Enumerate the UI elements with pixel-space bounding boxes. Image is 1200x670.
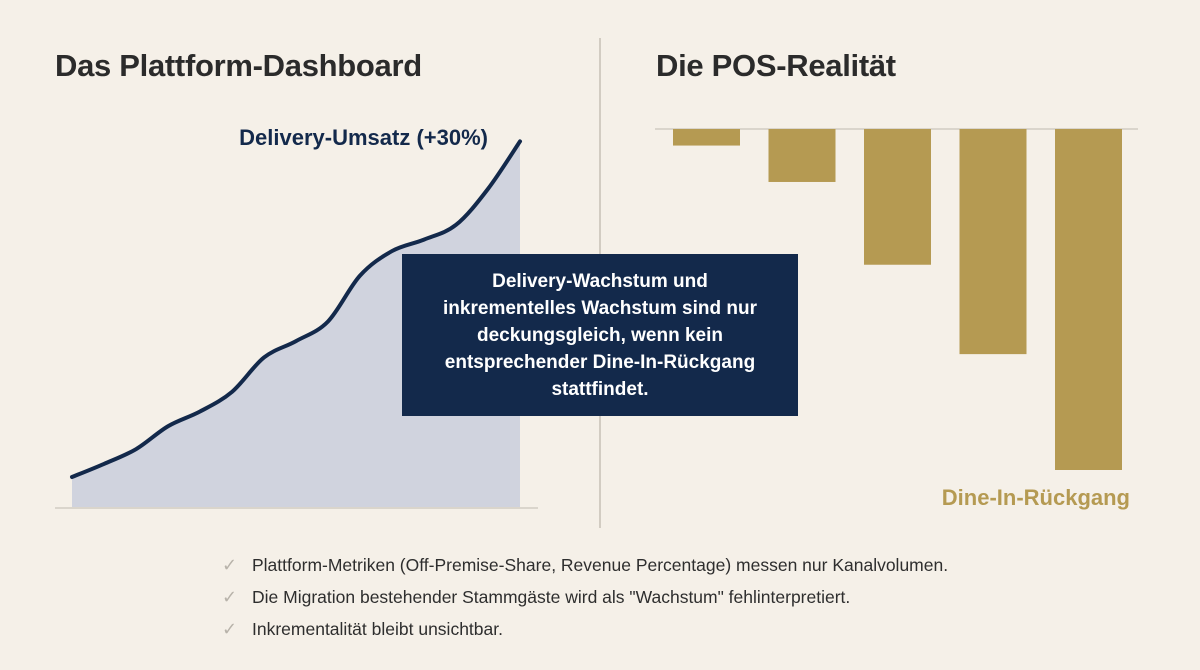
check-icon: ✓ <box>222 619 238 639</box>
right-panel-title: Die POS-Realität <box>656 48 896 83</box>
takeaway-list: ✓ Plattform-Metriken (Off-Premise-Share,… <box>222 551 948 647</box>
area-annotation-label: Delivery-Umsatz (+30%) <box>239 125 488 150</box>
list-item: ✓ Plattform-Metriken (Off-Premise-Share,… <box>222 551 948 580</box>
bullet-text: Plattform-Metriken (Off-Premise-Share, R… <box>252 555 949 575</box>
bar-5 <box>1055 129 1122 470</box>
delivery-series-line <box>70 139 522 479</box>
dine-in-bar-chart: Dine-In-Rückgang <box>655 128 1138 510</box>
key-insight-callout: Delivery-Wachstum und inkrementelles Wac… <box>402 254 798 416</box>
check-icon: ✓ <box>222 587 238 607</box>
list-item: ✓ Inkrementalität bleibt unsichtbar. <box>222 615 948 644</box>
bullet-text: Die Migration bestehender Stammgäste wir… <box>252 587 851 607</box>
bar-2 <box>768 129 836 182</box>
bullet-text: Inkrementalität bleibt unsichtbar. <box>252 619 503 639</box>
bar-4 <box>959 129 1027 355</box>
list-item: ✓ Die Migration bestehender Stammgäste w… <box>222 583 948 612</box>
callout-text: Delivery-Wachstum und inkrementelles Wac… <box>443 270 757 400</box>
bar-1 <box>673 129 740 146</box>
bar-annotation-label: Dine-In-Rückgang <box>942 485 1130 510</box>
check-icon: ✓ <box>222 555 238 575</box>
bar-3 <box>864 129 931 265</box>
left-panel-title: Das Plattform-Dashboard <box>55 48 422 83</box>
